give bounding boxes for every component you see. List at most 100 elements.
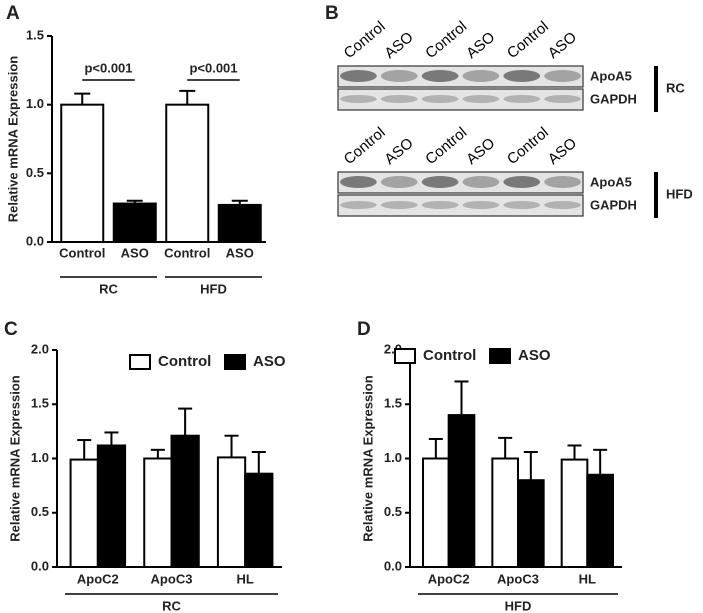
band-label: GAPDH — [590, 197, 637, 212]
legend-swatch — [224, 354, 246, 370]
y-tick-label: 1.5 — [31, 396, 49, 411]
panel-letter: C — [4, 319, 18, 340]
x-tick-label: ApoC2 — [428, 571, 470, 586]
lane-label: Control — [422, 124, 470, 168]
legend-swatch — [129, 354, 151, 370]
blot-band — [340, 95, 377, 103]
lane-label: ASO — [381, 29, 416, 62]
blot-band — [340, 176, 377, 188]
bar — [112, 202, 157, 243]
blot-band — [380, 201, 418, 209]
y-tick-label: 0.5 — [26, 165, 44, 180]
blot-strip — [337, 194, 584, 217]
blot-band — [503, 176, 541, 188]
legend-swatch — [489, 348, 511, 364]
blot-band — [380, 95, 418, 103]
y-tick-label: 1.5 — [26, 27, 44, 42]
y-tick-label: 1.0 — [384, 450, 402, 465]
x-tick-label: ASO — [121, 245, 149, 260]
lane-label: ASO — [463, 135, 498, 168]
blot-band — [462, 201, 500, 209]
bar — [69, 458, 99, 568]
x-tick-label: ASO — [226, 245, 254, 260]
lane-label: ASO — [381, 135, 416, 168]
blot-band — [380, 176, 418, 188]
y-tick-label: 2.0 — [31, 341, 49, 356]
x-tick-label: ApoC2 — [77, 571, 119, 586]
y-axis-title: Relative mRNA Expression — [360, 375, 375, 541]
blot-strip — [337, 88, 584, 111]
group-label: RC — [666, 80, 685, 95]
bar — [216, 456, 247, 569]
bar — [217, 203, 262, 243]
blot-band — [503, 201, 541, 209]
blot-band — [503, 95, 541, 103]
band-label: ApoA5 — [590, 68, 632, 83]
bar — [96, 444, 127, 569]
blot-band — [462, 95, 500, 103]
blot-band — [544, 70, 581, 82]
y-tick-label: 0.0 — [26, 233, 44, 248]
lane-label: Control — [504, 18, 552, 62]
x-tick-label: ApoC3 — [497, 571, 539, 586]
blot-band — [421, 95, 459, 103]
blot-band — [544, 176, 581, 188]
annotation: p<0.001 — [189, 60, 237, 75]
y-tick-label: 0.0 — [384, 558, 402, 573]
legend-label: Control — [423, 347, 476, 364]
blot-band — [544, 95, 581, 103]
panel-letter: A — [6, 3, 20, 24]
blot-band — [462, 70, 500, 82]
lane-label: Control — [422, 18, 470, 62]
blot-band — [462, 176, 500, 188]
bar — [447, 414, 476, 568]
group-label: HFD — [505, 598, 532, 613]
lane-label: ASO — [545, 29, 580, 62]
lane-label: Control — [341, 18, 389, 62]
x-tick-label: HL — [236, 571, 253, 586]
blot-band — [503, 70, 541, 82]
y-tick-label: 0.5 — [31, 504, 49, 519]
y-tick-label: 0.0 — [31, 558, 49, 573]
bar — [517, 479, 545, 569]
bar — [491, 457, 520, 568]
group-label: RC — [162, 598, 181, 613]
bar — [422, 457, 450, 568]
blot-band — [421, 176, 459, 188]
legend-label: ASO — [518, 347, 551, 364]
x-tick-label: Control — [164, 245, 210, 260]
group-label: HFD — [666, 186, 693, 201]
blot-band — [380, 70, 418, 82]
bar — [143, 457, 173, 568]
blot-band — [340, 70, 377, 82]
y-axis-title: Relative mRNA Expression — [5, 56, 20, 222]
bar — [560, 458, 589, 568]
annotation: p<0.001 — [84, 60, 132, 75]
x-tick-label: Control — [59, 245, 105, 260]
y-axis-title: Relative mRNA Expression — [7, 375, 22, 541]
lane-label: ASO — [545, 135, 580, 168]
bar — [244, 472, 274, 568]
x-tick-label: HL — [579, 571, 596, 586]
bar — [165, 103, 210, 243]
x-tick-label: ApoC3 — [151, 571, 193, 586]
blot-band — [340, 201, 377, 209]
bar — [60, 103, 105, 243]
lane-label: Control — [504, 124, 552, 168]
y-tick-label: 1.0 — [26, 96, 44, 111]
bar — [170, 434, 200, 568]
lane-label: Control — [341, 124, 389, 168]
blot-band — [421, 201, 459, 209]
y-tick-label: 0.5 — [384, 504, 402, 519]
band-label: ApoA5 — [590, 174, 632, 189]
blot-band — [544, 201, 581, 209]
lane-label: ASO — [463, 29, 498, 62]
y-tick-label: 1.5 — [384, 396, 402, 411]
panel-letter: D — [357, 319, 371, 340]
legend-label: Control — [158, 353, 211, 370]
group-label: HFD — [200, 281, 227, 296]
group-label: RC — [99, 281, 118, 296]
legend-label: ASO — [253, 353, 286, 370]
legend-swatch — [394, 348, 416, 364]
